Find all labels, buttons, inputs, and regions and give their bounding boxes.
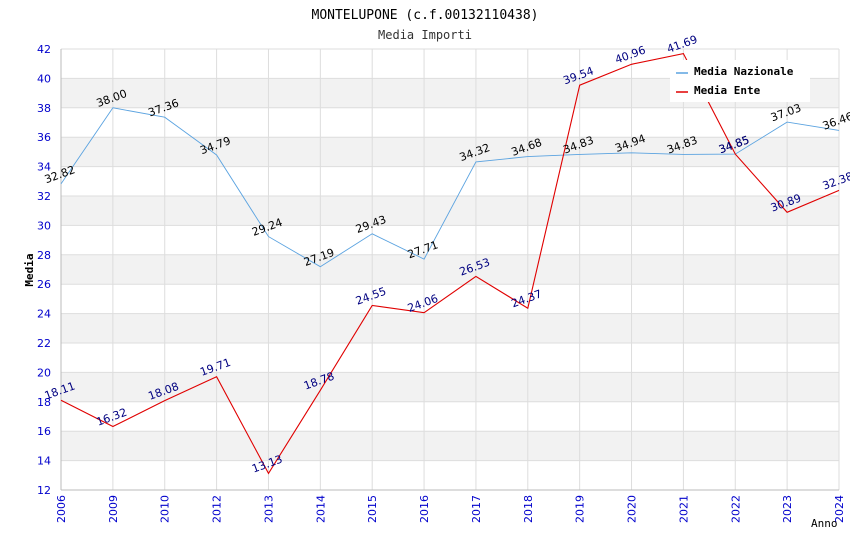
y-tick-label: 42 [37, 43, 51, 56]
x-axis-label: Anno [811, 517, 838, 530]
x-tick-label: 2009 [107, 495, 120, 523]
y-tick-label: 36 [37, 131, 51, 144]
y-tick-label: 16 [37, 425, 51, 438]
y-tick-label: 38 [37, 102, 51, 115]
x-tick-label: 2013 [262, 495, 275, 523]
y-tick-label: 18 [37, 396, 51, 409]
band-26 [61, 254, 839, 285]
series-line-1 [60, 52, 840, 475]
x-tick-label: 2017 [470, 495, 483, 523]
x-tick-label: 2015 [366, 495, 379, 523]
band-14 [61, 431, 839, 461]
y-tick-label: 14 [37, 455, 51, 468]
legend-label-media-nazionale: Media Nazionale [694, 65, 794, 78]
legend-box [670, 60, 810, 102]
y-tick-label: 22 [37, 337, 51, 350]
x-tick-labels: 2006 2009 2010 2012 2013 2014 2015 2016 2017 2018… [55, 495, 846, 523]
data-label: 24.06 [406, 292, 440, 315]
y-tick-label: 26 [37, 278, 51, 291]
x-tick-label: 2012 [211, 495, 224, 523]
data-label: 32.38 [821, 170, 850, 193]
x-tick-label: 2010 [159, 495, 172, 523]
x-tick-label: 2016 [418, 495, 431, 523]
y-tick-label: 12 [37, 484, 51, 497]
data-label: 41.69 [665, 33, 699, 56]
chart-subtitle: Media Importi [378, 28, 472, 42]
legend: Media Nazionale Media Ente [670, 60, 810, 102]
y-tick-label: 28 [37, 249, 51, 262]
band-34 [61, 137, 839, 167]
chart-title: MONTELUPONE (c.f.00132110438) [312, 8, 539, 23]
data-label: 36.46 [821, 110, 850, 133]
legend-label-media-ente: Media Ente [694, 84, 761, 97]
background-bands [61, 78, 839, 461]
x-tick-label: 2021 [677, 495, 690, 523]
x-tick-label: 2022 [729, 495, 742, 523]
x-tick-label: 2020 [626, 495, 639, 523]
x-tick-label: 2018 [522, 495, 535, 523]
x-tick-label: 2019 [574, 495, 587, 523]
band-22 [61, 313, 839, 343]
x-tick-label: 2006 [55, 495, 68, 523]
y-tick-label: 24 [37, 308, 51, 321]
x-tick-label: 2014 [314, 495, 327, 523]
x-tick-label: 2023 [781, 495, 794, 523]
y-axis-label: Media [23, 253, 36, 286]
band-18 [61, 372, 839, 402]
x-tick-label: 2024 [833, 495, 846, 523]
data-label: 24.55 [354, 285, 388, 308]
y-tick-label: 40 [37, 72, 51, 85]
data-label: 16.32 [95, 406, 129, 429]
data-label: 40.96 [613, 44, 647, 67]
y-tick-label: 30 [37, 219, 51, 232]
y-tick-label: 34 [37, 161, 51, 174]
series-line-0 [60, 107, 840, 268]
y-tick-label: 20 [37, 366, 51, 379]
axes [60, 49, 839, 491]
series-lines [60, 52, 840, 475]
y-tick-labels: 12 14 16 18 20 22 24 26 28 30 32 34 36 38 40 42 [37, 43, 51, 497]
y-tick-label: 32 [37, 190, 51, 203]
